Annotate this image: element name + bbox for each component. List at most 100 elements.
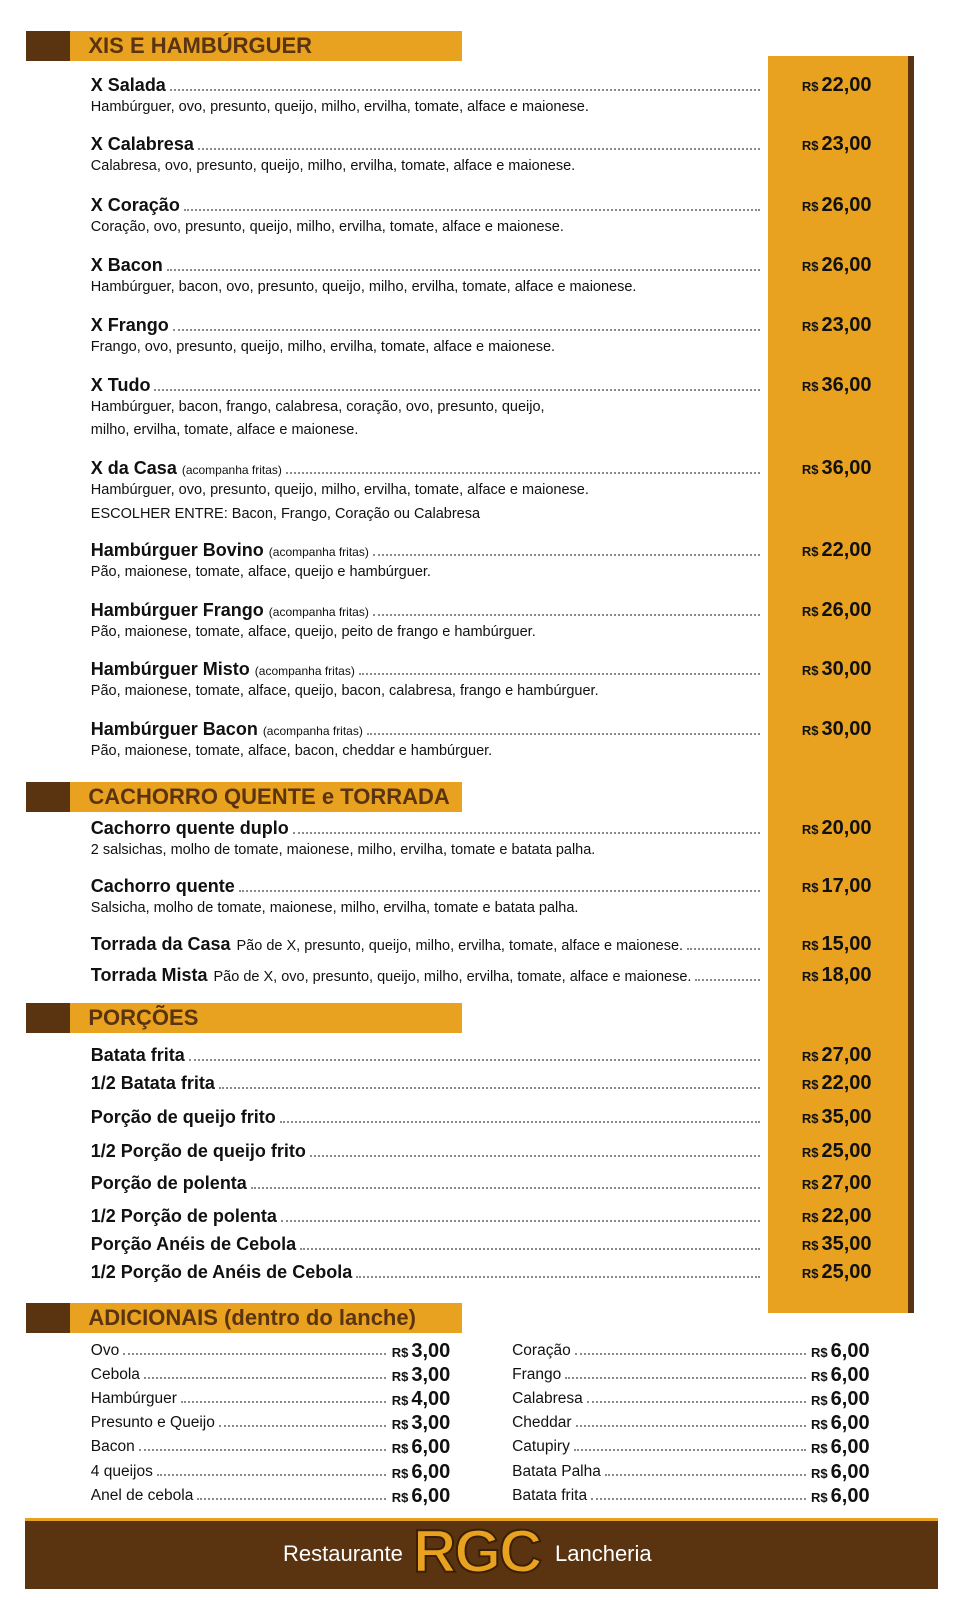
item-desc: Pão, maionese, tomate, alface, queijo, p… bbox=[90, 624, 536, 641]
leader bbox=[183, 209, 760, 212]
addon-row: Anel de cebola bbox=[91, 1487, 386, 1505]
leader bbox=[372, 614, 760, 617]
item-name: X da Casa bbox=[90, 458, 177, 479]
currency: R$ bbox=[811, 1417, 828, 1433]
price-value: 30,00 bbox=[821, 718, 872, 741]
currency: R$ bbox=[811, 1441, 828, 1457]
price: R$ 6,00 bbox=[392, 1461, 451, 1484]
leader bbox=[309, 1154, 760, 1157]
leader bbox=[218, 1087, 760, 1090]
leader bbox=[591, 1497, 806, 1500]
footer-logo: RGC bbox=[412, 1517, 543, 1586]
price: R$ 36,00 bbox=[802, 457, 872, 480]
item-name: 1/2 Porção de Anéis de Cebola bbox=[90, 1262, 353, 1283]
item-desc: Hambúrguer, bacon, ovo, presunto, queijo… bbox=[90, 279, 637, 296]
price-value: 6,00 bbox=[411, 1460, 451, 1483]
addon-name: Anel de cebola bbox=[90, 1486, 194, 1504]
currency: R$ bbox=[801, 1266, 819, 1282]
item-row: Hambúrguer Bacon (acompanha fritas) bbox=[91, 719, 760, 740]
item-desc: milho, ervilha, tomate, alface e maiones… bbox=[90, 422, 359, 439]
currency: R$ bbox=[801, 319, 819, 335]
price: R$ 22,00 bbox=[802, 74, 872, 97]
currency: R$ bbox=[801, 1237, 819, 1253]
item-desc: ESCOLHER ENTRE: Bacon, Frango, Coração o… bbox=[90, 505, 481, 522]
item-desc: Calabresa, ovo, presunto, queijo, milho,… bbox=[90, 157, 576, 174]
currency: R$ bbox=[801, 78, 819, 94]
item-row: Batata frita bbox=[91, 1045, 760, 1066]
currency: R$ bbox=[811, 1393, 828, 1409]
price: R$ 6,00 bbox=[392, 1436, 451, 1459]
price-value: 6,00 bbox=[411, 1436, 451, 1459]
item-row: Torrada Mista Pão de X, ovo, presunto, qu… bbox=[91, 965, 760, 986]
price-value: 30,00 bbox=[821, 658, 872, 681]
addon-row: 4 queijos bbox=[91, 1463, 386, 1481]
currency: R$ bbox=[801, 1210, 819, 1226]
item-row: Hambúrguer Frango (acompanha fritas) bbox=[91, 600, 760, 621]
item-row: X da Casa (acompanha fritas) bbox=[91, 458, 760, 479]
addon-name: Cheddar bbox=[512, 1414, 572, 1432]
addon-row: Coração bbox=[512, 1342, 806, 1360]
price-value: 25,00 bbox=[821, 1261, 872, 1284]
item-desc: Pão, maionese, tomate, alface, queijo e … bbox=[90, 563, 431, 580]
price: R$ 26,00 bbox=[802, 599, 872, 622]
item-row: Porção Anéis de Cebola bbox=[91, 1234, 760, 1255]
leader bbox=[687, 947, 760, 950]
item-row: X Salada bbox=[91, 75, 760, 96]
currency: R$ bbox=[391, 1417, 409, 1433]
item-name: X Calabresa bbox=[90, 133, 194, 154]
price-value: 35,00 bbox=[821, 1106, 872, 1129]
currency: R$ bbox=[811, 1465, 828, 1481]
price-value: 3,00 bbox=[411, 1363, 451, 1386]
leader bbox=[604, 1473, 806, 1476]
price: R$ 25,00 bbox=[802, 1140, 872, 1163]
currency: R$ bbox=[801, 543, 819, 559]
price-value: 25,00 bbox=[821, 1139, 872, 1162]
currency: R$ bbox=[391, 1393, 409, 1409]
leader bbox=[574, 1352, 806, 1355]
addon-row: Ovo bbox=[91, 1342, 386, 1360]
item-name: X Tudo bbox=[90, 374, 151, 395]
footer-band: Restaurante RGC Lancheria bbox=[25, 1517, 938, 1589]
addon-row: Hambúrguer bbox=[91, 1390, 386, 1408]
leader bbox=[358, 673, 760, 676]
price: R$ 18,00 bbox=[802, 964, 872, 987]
item-note: (acompanha fritas) bbox=[268, 544, 369, 559]
addon-row: Frango bbox=[512, 1366, 806, 1384]
currency: R$ bbox=[801, 1111, 819, 1127]
leader bbox=[188, 1058, 760, 1061]
price: R$ 15,00 bbox=[802, 933, 872, 956]
addon-row: Bacon bbox=[91, 1438, 386, 1456]
section-title: ADICIONAIS (dentro do lanche) bbox=[70, 1303, 463, 1334]
price: R$ 6,00 bbox=[811, 1412, 870, 1435]
leader bbox=[180, 1401, 386, 1404]
item-row: Cachorro quente duplo bbox=[91, 818, 760, 839]
leader bbox=[172, 329, 760, 332]
item-name: Hambúrguer Frango bbox=[90, 600, 264, 621]
price-value: 17,00 bbox=[821, 874, 872, 897]
item-row: X Calabresa bbox=[91, 134, 760, 155]
price-value: 3,00 bbox=[411, 1412, 451, 1435]
item-desc: Frango, ovo, presunto, queijo, milho, er… bbox=[90, 339, 556, 356]
item-row: X Bacon bbox=[91, 255, 760, 276]
leader bbox=[695, 979, 760, 982]
item-detail: Pão de X, ovo, presunto, queijo, milho, … bbox=[213, 969, 692, 986]
addon-name: Calabresa bbox=[512, 1390, 583, 1408]
addon-row: Cebola bbox=[91, 1366, 386, 1384]
item-name: X Frango bbox=[90, 315, 169, 336]
price-band bbox=[768, 56, 908, 1313]
item-desc: Coração, ovo, presunto, queijo, milho, e… bbox=[90, 219, 564, 236]
price: R$ 6,00 bbox=[811, 1436, 870, 1459]
price-value: 18,00 bbox=[821, 964, 872, 987]
currency: R$ bbox=[801, 1077, 819, 1093]
leader bbox=[573, 1449, 806, 1452]
currency: R$ bbox=[801, 1177, 819, 1193]
price: R$ 30,00 bbox=[802, 718, 872, 741]
addon-name: Cebola bbox=[90, 1365, 140, 1383]
addon-row: Presunto e Queijo bbox=[91, 1414, 386, 1432]
currency: R$ bbox=[801, 663, 819, 679]
currency: R$ bbox=[391, 1441, 409, 1457]
price: R$ 27,00 bbox=[802, 1044, 872, 1067]
item-name: Porção de queijo frito bbox=[90, 1107, 276, 1128]
item-desc: Pão, maionese, tomate, alface, queijo, b… bbox=[90, 683, 599, 700]
